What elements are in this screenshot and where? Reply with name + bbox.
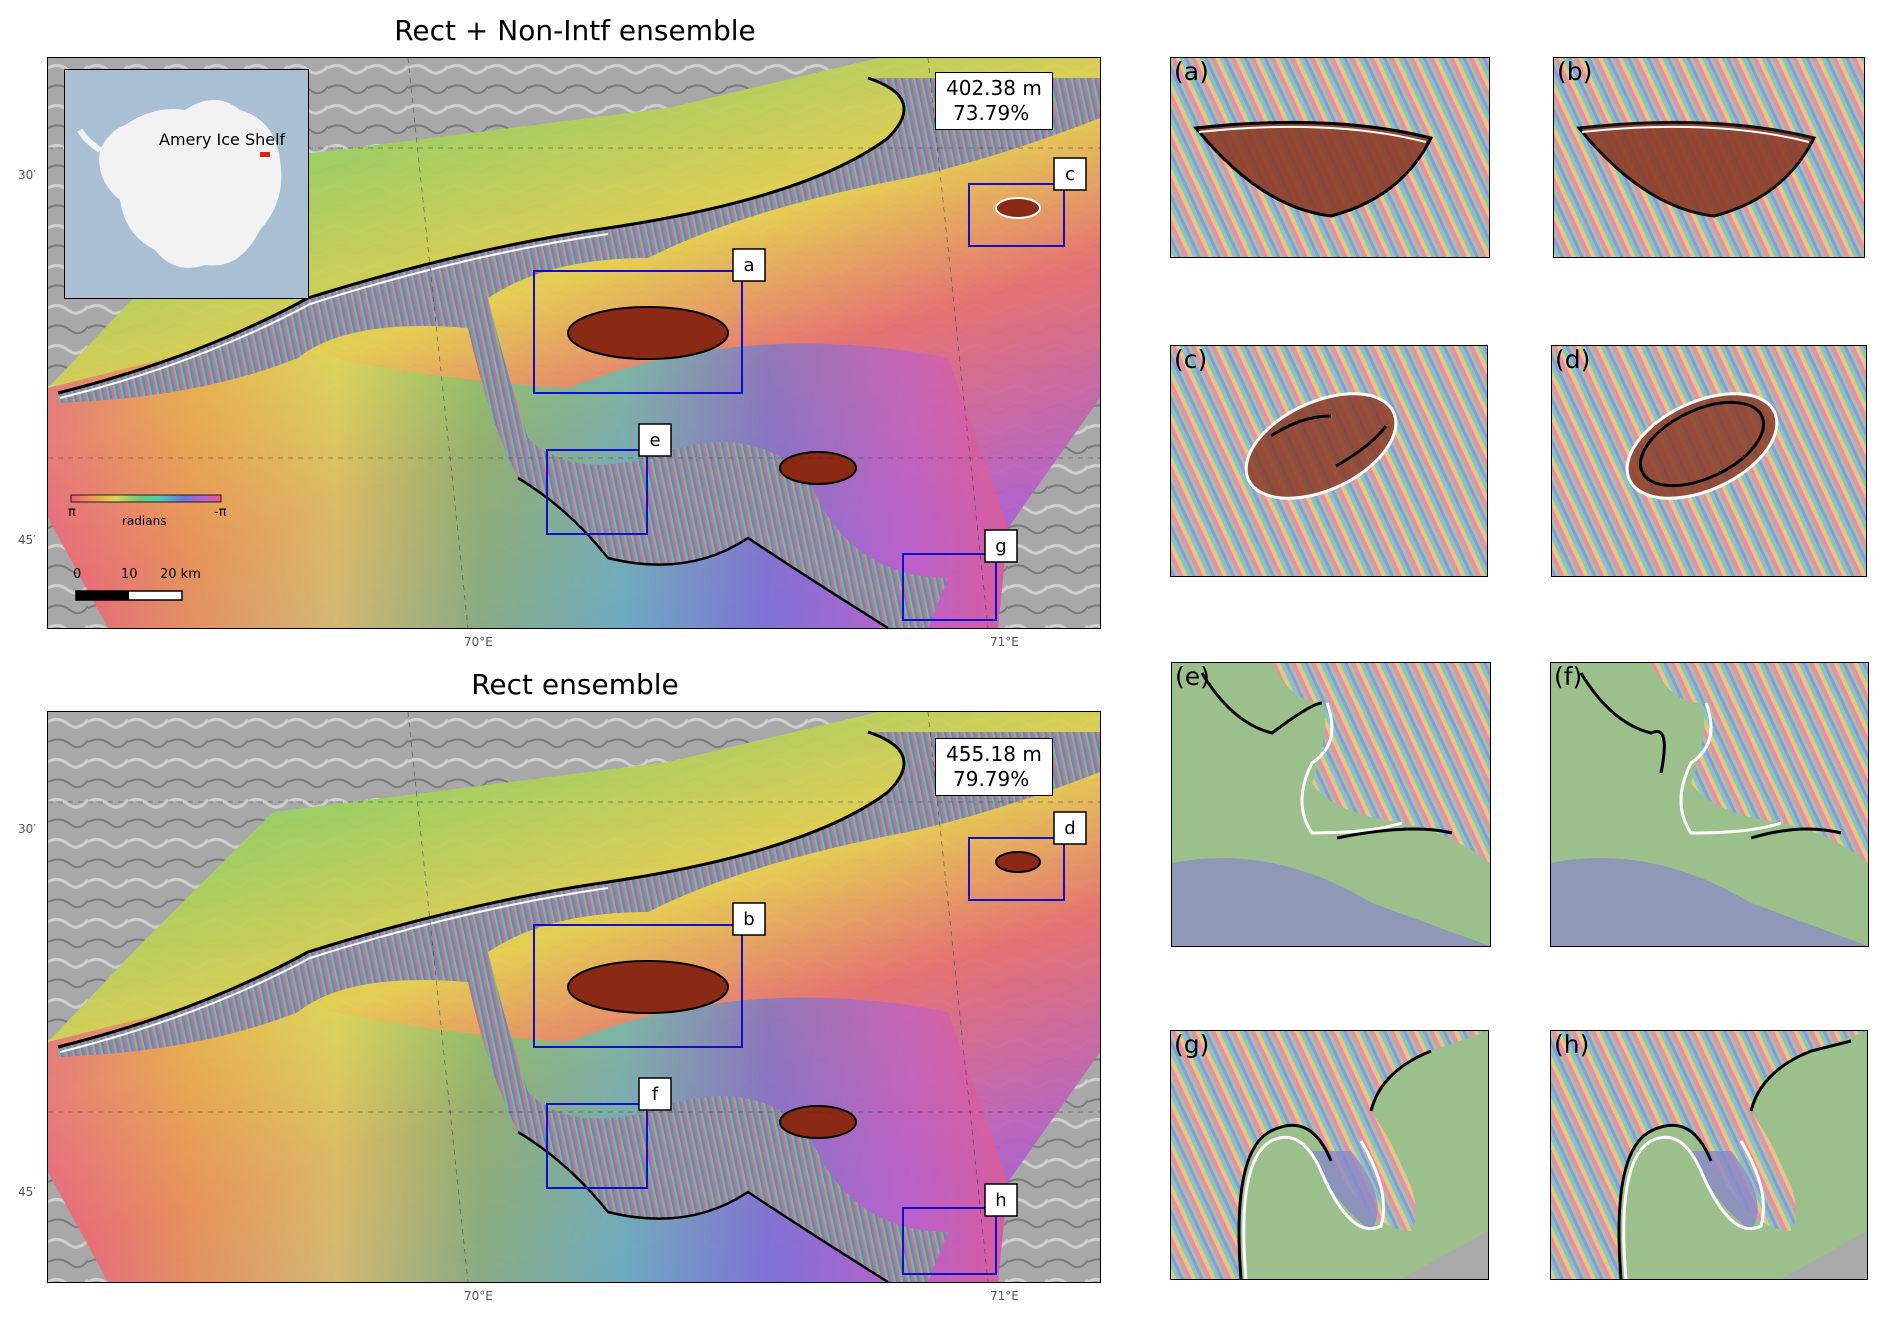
colorbar	[70, 494, 222, 503]
svg-text:g: g	[995, 536, 1006, 557]
panel-d: (d)	[1551, 345, 1867, 577]
svg-text:a: a	[743, 255, 754, 276]
box-b	[533, 924, 743, 1048]
top-percent: 73.79%	[953, 101, 1030, 125]
bottom-map-canvas: b d f h	[48, 712, 1100, 1282]
box-label-a: a	[732, 248, 766, 282]
bottom-lat-30: 30′	[18, 822, 36, 836]
panel-b-label: (b)	[1557, 57, 1593, 86]
colorbar-right-label: -π	[214, 505, 227, 520]
box-label-f: f	[638, 1077, 672, 1111]
panel-c: (c)	[1170, 345, 1488, 577]
panel-g: (g)	[1170, 1030, 1489, 1280]
box-g	[902, 553, 997, 621]
box-d	[968, 837, 1065, 901]
svg-text:h: h	[995, 1190, 1006, 1211]
panel-a: (a)	[1170, 57, 1490, 258]
bottom-percent: 79.79%	[953, 767, 1030, 791]
panel-e: (e)	[1171, 662, 1491, 947]
panel-b: (b)	[1553, 57, 1865, 258]
scale-tick-20: 20 km	[160, 567, 201, 582]
top-lon-71: 71°E	[990, 635, 1019, 649]
box-e	[546, 449, 648, 535]
box-label-b: b	[732, 902, 766, 936]
bottom-lat-45: 45′	[18, 1185, 36, 1199]
box-f	[546, 1103, 648, 1189]
scale-tick-0: 0	[73, 567, 81, 582]
svg-text:e: e	[649, 430, 660, 451]
top-distance: 402.38 m	[946, 76, 1042, 100]
bottom-lon-71: 71°E	[990, 1289, 1019, 1303]
bottom-map: b d f h 455.18 m 79.79%	[47, 711, 1101, 1283]
box-h	[902, 1207, 997, 1275]
panel-e-label: (e)	[1175, 662, 1210, 691]
antarctica-inset: Amery Ice Shelf	[64, 69, 309, 299]
bottom-lon-70: 70°E	[464, 1289, 493, 1303]
panel-h-label: (h)	[1554, 1030, 1590, 1059]
box-c	[968, 183, 1065, 247]
panel-h: (h)	[1550, 1030, 1868, 1280]
panel-f-label: (f)	[1554, 662, 1583, 691]
svg-text:c: c	[1065, 164, 1075, 185]
box-label-d: d	[1053, 811, 1087, 845]
box-label-g: g	[984, 529, 1018, 563]
colorbar-unit: radians	[122, 514, 166, 528]
panel-a-label: (a)	[1174, 57, 1209, 86]
svg-text:d: d	[1064, 818, 1075, 839]
colorbar-left-label: π	[68, 505, 76, 520]
svg-text:b: b	[743, 909, 754, 930]
panel-d-label: (d)	[1555, 345, 1591, 374]
box-label-e: e	[638, 423, 672, 457]
top-map-title: Rect + Non-Intf ensemble	[394, 14, 756, 47]
top-map-canvas: a c e g π -π radians 0 10 20 km	[48, 58, 1100, 628]
panel-g-label: (g)	[1174, 1030, 1210, 1059]
top-lon-70: 70°E	[464, 635, 493, 649]
panel-c-label: (c)	[1174, 345, 1208, 374]
bottom-stats-box: 455.18 m 79.79%	[935, 738, 1053, 796]
top-map: a c e g π -π radians 0 10 20 km Amery Ic…	[47, 57, 1101, 629]
panel-f: (f)	[1550, 662, 1869, 947]
box-a	[533, 270, 743, 394]
top-lat-45: 45′	[18, 533, 36, 547]
scale-tick-10: 10	[121, 567, 138, 582]
bottom-map-title: Rect ensemble	[471, 668, 679, 701]
svg-text:f: f	[652, 1084, 659, 1105]
inset-label: Amery Ice Shelf	[159, 130, 286, 149]
box-label-c: c	[1053, 157, 1087, 191]
top-lat-30: 30′	[18, 168, 36, 182]
bottom-distance: 455.18 m	[946, 742, 1042, 766]
top-stats-box: 402.38 m 73.79%	[935, 72, 1053, 130]
box-label-h: h	[984, 1183, 1018, 1217]
